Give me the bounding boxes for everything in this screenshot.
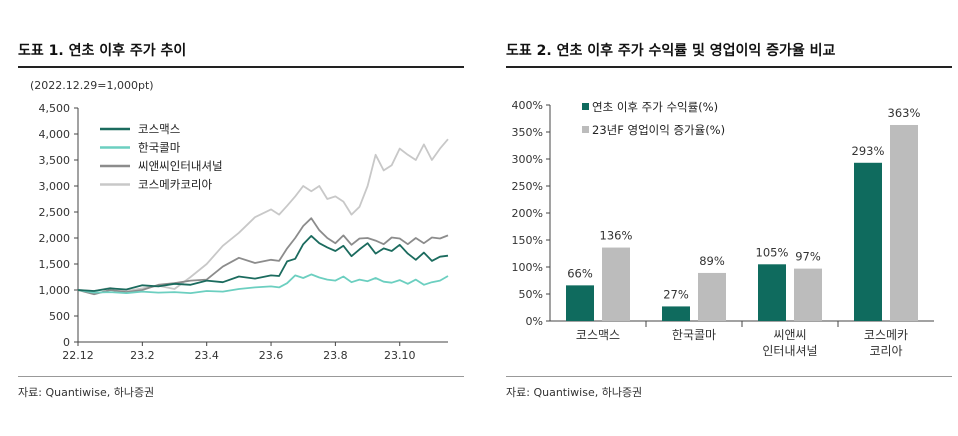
bar-y-tick-label: 50% (519, 288, 543, 301)
bar-category-label: 한국콜마 (672, 328, 716, 342)
stock-price-panel: 도표 1. 연초 이후 주가 추이 (2022.12.29=1,000pt) 0… (0, 0, 470, 436)
line-series-1 (77, 273, 449, 294)
stock-price-line-chart: 0 500 1,000 1,500 2,000 2,500 3,000 3,500 4,000 4… (39, 102, 449, 362)
bar-y-tick-label: 300% (512, 153, 543, 166)
bar-0-3 (854, 162, 882, 321)
line-series-2 (77, 217, 449, 296)
left-base-note: (2022.12.29=1,000pt) (30, 79, 154, 92)
return-vs-profit-panel: 도표 2. 연초 이후 주가 수익률 및 영업이익 증가율 비교 0% 50% 10… (488, 0, 958, 436)
bar-1-0 (602, 247, 630, 321)
line-legend-label: 코스메카코리아 (138, 178, 212, 192)
bar-y-tick-label: 100% (512, 261, 543, 274)
line-y-tick-label: 2,500 (39, 206, 71, 219)
bar-y-tick-label: 350% (512, 126, 543, 139)
bar-category-label: 씨앤씨 (773, 328, 806, 342)
bar-chart-bars: 66% 136% 27% 89% 105% 97% 293% 363% (566, 106, 921, 321)
left-source-rule (18, 376, 464, 377)
bar-y-tick-label: 250% (512, 180, 543, 193)
right-title-rule (506, 66, 952, 68)
bar-y-tick-label: 150% (512, 234, 543, 247)
bar-category-label: 코스맥스 (576, 328, 620, 342)
line-legend-label: 씨앤씨인터내셔널 (138, 159, 223, 173)
bar-y-tick-label: 400% (512, 99, 543, 112)
bar-value-label: 66% (567, 266, 593, 280)
line-y-tick-label: 4,000 (39, 128, 71, 141)
bar-value-label: 363% (888, 106, 921, 120)
line-chart-axes: 0 500 1,000 1,500 2,000 2,500 3,000 3,500 4,000 4… (39, 102, 448, 362)
right-source-rule (506, 376, 952, 377)
line-legend-label: 코스맥스 (138, 122, 180, 136)
line-x-tick-label: 23.6 (259, 349, 284, 362)
line-chart-series (77, 138, 449, 296)
line-y-tick-label: 1,000 (39, 284, 71, 297)
bar-value-label: 27% (663, 287, 689, 301)
line-y-tick-label: 4,500 (39, 102, 71, 115)
bar-legend-swatch (582, 103, 589, 110)
bar-legend-swatch (582, 126, 589, 133)
bar-category-label: 인터내셔널 (762, 344, 817, 358)
line-x-tick-label: 23.10 (384, 349, 416, 362)
line-x-tick-label: 23.2 (130, 349, 155, 362)
right-source-note: 자료: Quantiwise, 하나증권 (506, 386, 643, 399)
return-profit-bar-chart: 0% 50% 100% 150% 200% 250% 300% 350% 400% 코스맥스 한국콜… (512, 99, 934, 358)
bar-value-label: 89% (699, 254, 725, 268)
bar-category-label: 코리아 (869, 344, 902, 358)
bar-legend-label: 연초 이후 주가 수익률(%) (592, 100, 718, 114)
bar-1-2 (794, 268, 822, 321)
left-title-rule (18, 66, 464, 68)
bar-1-1 (698, 272, 726, 321)
bar-value-label: 136% (600, 229, 633, 243)
bar-0-1 (662, 306, 690, 321)
line-y-tick-label: 3,000 (39, 180, 71, 193)
bar-chart-legend: 연초 이후 주가 수익률(%) 23년F 영업이익 증가율(%) (582, 100, 725, 137)
line-legend-label: 한국콜마 (138, 141, 181, 155)
bar-value-label: 293% (852, 144, 885, 158)
right-chart-title: 도표 2. 연초 이후 주가 수익률 및 영업이익 증가율 비교 (506, 43, 836, 59)
bar-0-0 (566, 285, 594, 321)
bar-legend-label: 23년F 영업이익 증가율(%) (592, 123, 725, 137)
bar-y-tick-label: 200% (512, 207, 543, 220)
bar-y-tick-label: 0% (526, 315, 543, 328)
bar-chart-axes: 0% 50% 100% 150% 200% 250% 300% 350% 400% 코스맥스 한국콜… (512, 99, 934, 358)
line-y-tick-label: 500 (49, 310, 70, 323)
line-y-tick-label: 1,500 (39, 258, 71, 271)
line-x-tick-label: 23.8 (323, 349, 348, 362)
bar-1-3 (890, 124, 918, 321)
bar-0-2 (758, 264, 786, 321)
line-y-tick-label: 3,500 (39, 154, 71, 167)
line-x-tick-label: 22.12 (62, 349, 94, 362)
left-source-note: 자료: Quantiwise, 하나증권 (18, 386, 155, 399)
line-x-tick-label: 23.4 (194, 349, 219, 362)
bar-value-label: 97% (795, 250, 821, 264)
line-series-3 (77, 138, 449, 292)
line-series-0 (77, 235, 449, 292)
line-y-tick-label: 0 (63, 336, 70, 349)
bar-value-label: 105% (756, 245, 789, 259)
line-y-tick-label: 2,000 (39, 232, 71, 245)
left-chart-title: 도표 1. 연초 이후 주가 추이 (18, 43, 187, 59)
bar-category-label: 코스메카 (864, 328, 908, 342)
